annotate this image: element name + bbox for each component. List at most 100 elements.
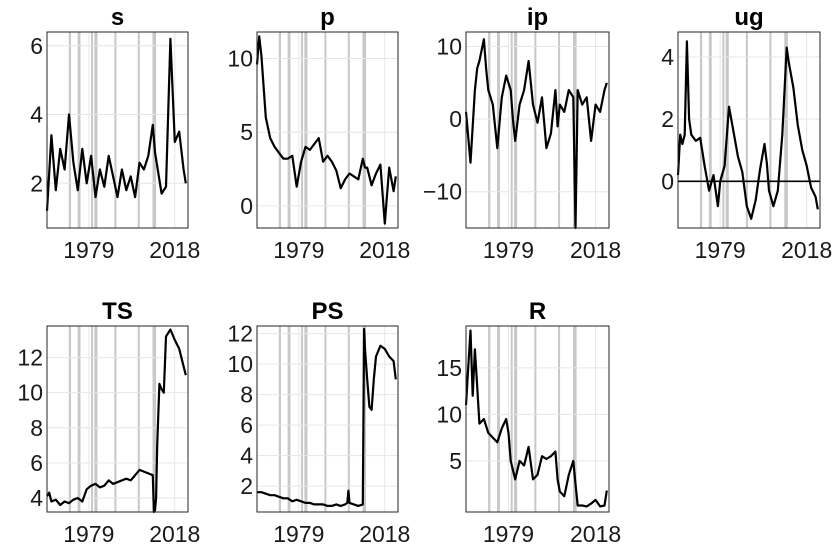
axes-frame (46, 325, 189, 513)
recession-band (137, 32, 140, 228)
x-tick-label: 1979 (273, 521, 324, 547)
y-tick-label: 2 (30, 170, 43, 196)
recession-band (301, 326, 304, 512)
y-tick-label: 6 (30, 33, 43, 59)
recession-band (347, 32, 350, 228)
x-tick-label: 1979 (483, 521, 534, 547)
series-line-ps-5 (257, 327, 397, 507)
panel-title: s (111, 4, 124, 31)
y-tick-label: −10 (423, 179, 462, 205)
recession-band (137, 326, 140, 512)
recession-band (91, 32, 94, 228)
x-tick-label: 2018 (149, 521, 200, 547)
axes-frame (256, 31, 399, 229)
x-tick-label: 1979 (483, 237, 534, 263)
panel-title: PS (311, 298, 343, 325)
y-tick-label: 10 (436, 34, 462, 60)
x-tick-label: 2018 (781, 237, 832, 263)
panel-title: p (320, 4, 335, 31)
recession-band (488, 326, 491, 512)
recession-band (558, 326, 561, 512)
recession-band (304, 326, 308, 512)
recession-band (278, 32, 282, 228)
recession-band (301, 32, 304, 228)
y-tick-label: 10 (227, 351, 253, 377)
recession-band (324, 32, 327, 228)
panel-title: ug (734, 4, 763, 31)
panel-p-1: p 0 5 10 1979 2018 (227, 4, 410, 263)
recession-band (699, 32, 703, 228)
recession-band (114, 32, 117, 228)
recession-band (287, 326, 291, 512)
recession-band (497, 326, 500, 512)
x-tick-label: 1979 (695, 237, 746, 263)
recession-band (94, 326, 98, 512)
recession-band (68, 326, 72, 512)
panel-s-0: s 2 4 6 1979 2018 (30, 4, 200, 263)
y-tick-label: 15 (436, 355, 462, 381)
panel-r-6: R 5 10 15 1979 2018 (436, 298, 621, 547)
y-tick-label: 4 (661, 44, 674, 70)
y-tick-label: 5 (449, 448, 462, 474)
x-tick-label: 2018 (570, 237, 621, 263)
recession-band (287, 32, 291, 228)
y-tick-label: 4 (30, 102, 43, 128)
panel-title: TS (102, 298, 133, 325)
recession-band (769, 32, 772, 228)
recession-band (510, 32, 513, 228)
y-tick-label: 6 (240, 412, 253, 438)
recession-band (304, 32, 308, 228)
y-tick-label: 10 (436, 401, 462, 427)
y-tick-label: 0 (661, 168, 674, 194)
y-tick-label: 8 (240, 382, 253, 408)
axes-frame (677, 31, 821, 229)
axes-frame (46, 31, 189, 229)
axes-frame (465, 31, 610, 229)
recession-band (347, 326, 350, 512)
y-tick-label: 8 (30, 415, 43, 441)
recession-band (77, 326, 81, 512)
y-tick-label: 4 (30, 485, 43, 511)
recession-band (94, 32, 98, 228)
recession-band (514, 326, 518, 512)
recession-band (114, 326, 117, 512)
recession-band (91, 326, 94, 512)
y-tick-label: 0 (240, 193, 253, 219)
x-tick-label: 2018 (359, 521, 410, 547)
x-tick-label: 1979 (273, 237, 324, 263)
axes-frame (256, 325, 399, 513)
panel-ps-5: PS 2 4 6 8 10 12 1979 2018 (227, 298, 410, 547)
series-line-ts-4 (46, 328, 187, 514)
y-tick-label: 2 (661, 106, 674, 132)
recession-band (534, 32, 537, 228)
recession-band (510, 326, 513, 512)
series-line-r-6 (464, 329, 608, 508)
y-tick-label: 12 (17, 345, 43, 371)
y-tick-label: 10 (227, 46, 253, 72)
panel-title: ip (527, 4, 548, 31)
recession-band (558, 32, 561, 228)
y-tick-label: 6 (30, 450, 43, 476)
series-line-p-1 (255, 35, 397, 225)
panel-ip-2: ip −10 0 10 1979 2018 (423, 4, 621, 263)
panel-ts-4: TS 4 6 8 10 12 1979 2018 (17, 298, 200, 547)
x-tick-label: 1979 (63, 237, 114, 263)
recession-band (488, 32, 491, 228)
recession-band (278, 326, 282, 512)
y-tick-label: 12 (227, 321, 253, 347)
recession-band (784, 32, 788, 228)
axes-frame (465, 325, 610, 513)
y-tick-label: 4 (240, 443, 253, 469)
x-tick-label: 2018 (570, 521, 621, 547)
panel-ug-3: ug 0 2 4 1979 2018 (661, 4, 832, 263)
x-tick-label: 2018 (149, 237, 200, 263)
recession-band (324, 326, 327, 512)
x-tick-label: 1979 (63, 521, 114, 547)
recession-band (362, 32, 367, 228)
y-tick-label: 2 (240, 473, 253, 499)
series-line-ip-2 (464, 38, 608, 230)
recession-band (77, 32, 81, 228)
recession-band (708, 32, 712, 228)
y-tick-label: 5 (240, 119, 253, 145)
